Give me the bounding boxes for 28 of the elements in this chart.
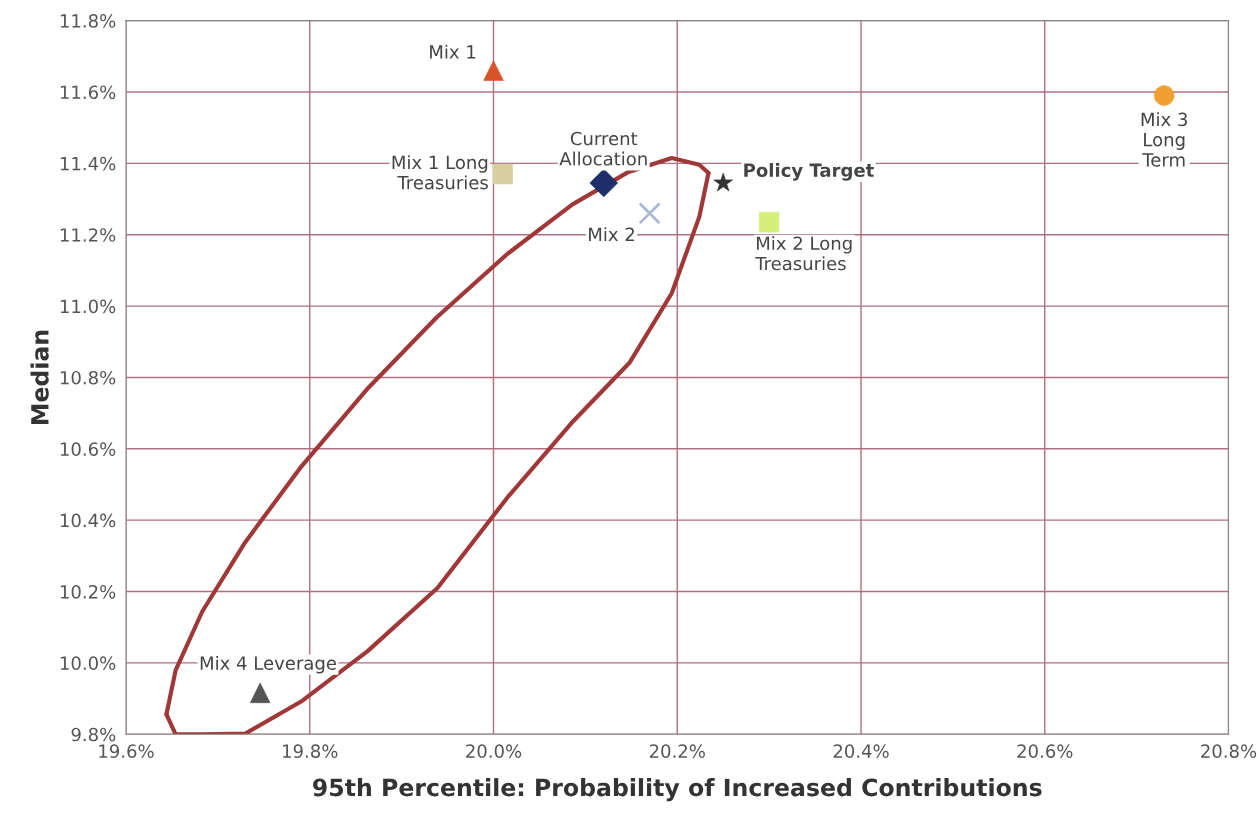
y-tick-label: 11.8% [60,14,116,28]
series-label: Mix 1 [430,44,476,59]
series-label: Mix 2 Long Treasuries [755,236,852,271]
y-axis-title: Median [30,330,49,424]
series-label: Mix 4 Leverage [200,655,337,674]
y-tick-label: 11.4% [60,156,116,171]
y-tick-label: 9.8% [71,727,116,742]
y-tick-label: 10.6% [60,442,116,456]
x-tick-label: 20.4% [833,744,889,758]
y-tick-label: 10.4% [60,513,116,528]
x-tick-label: 20.2% [649,744,705,758]
series-label: Policy Target [744,163,874,181]
series-label: Current Allocation [559,131,647,166]
x-tick-label: 19.6% [99,744,154,758]
series-label: Mix 3 Long Term [1141,112,1187,167]
x-tick-label: 19.8% [283,744,338,758]
x-tick-label: 20.6% [1017,744,1073,758]
y-tick-label: 10.8% [60,370,116,385]
y-tick-label: 10.2% [60,584,116,599]
x-axis-title: 95th Percentile: Probability of Increased Contributions [313,778,1042,802]
y-tick-label: 11.6% [60,85,116,100]
y-tick-label: 11.2% [60,228,116,242]
y-tick-label: 10.0% [60,656,116,670]
series-label: Mix 2 [589,227,634,241]
y-tick-label: 11.0% [60,299,116,314]
x-tick-label: 20.8% [1201,744,1257,758]
x-tick-label: 20.0% [466,744,522,758]
series-label: Mix 1 Long Treasuries [392,155,488,190]
